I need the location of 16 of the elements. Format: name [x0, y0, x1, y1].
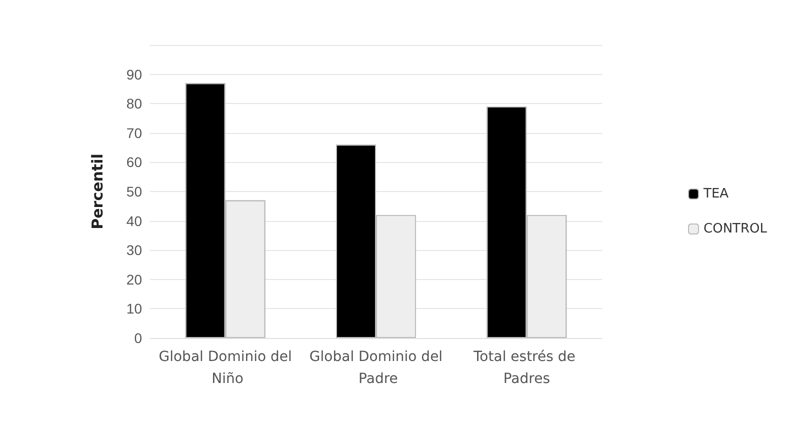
y-tick-label: 60 — [126, 154, 142, 170]
y-tick-label: 10 — [126, 300, 142, 317]
y-tick-label: 70 — [126, 124, 142, 141]
legend-label: CONTROL — [704, 222, 768, 236]
legend-label: TEA — [702, 186, 729, 202]
y-tick-label: 20 — [126, 271, 142, 288]
x-tick-label: Global Dominio del Niño — [158, 349, 292, 387]
y-tick-label: 80 — [126, 96, 142, 112]
y-tick-label: 0 — [134, 330, 142, 346]
y-axis-title: Percentil — [88, 154, 106, 230]
y-tick-label: 50 — [126, 184, 142, 200]
y-tick-label: 30 — [126, 242, 142, 258]
x-tick-label: Global Dominio del Padre — [309, 349, 443, 387]
y-tick-label: 90 — [126, 66, 142, 82]
y-tick-label: 40 — [126, 212, 142, 229]
x-tick-label: Total estrés de Padres — [472, 349, 580, 387]
